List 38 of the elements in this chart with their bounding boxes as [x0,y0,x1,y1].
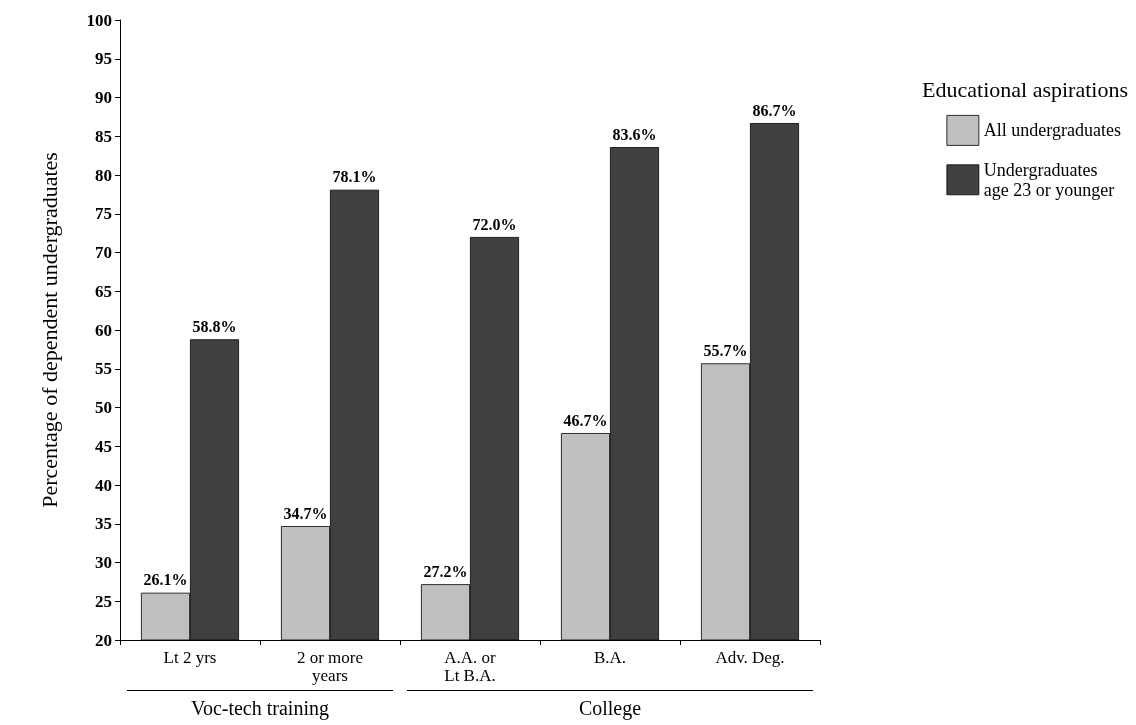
y-tick-label: 20 [95,630,112,650]
data-label: 86.7% [752,101,797,119]
data-label: 46.7% [563,411,608,429]
y-tick-label: 35 [95,514,112,534]
y-tick-label: 40 [95,475,112,495]
data-label: 55.7% [703,341,748,359]
y-tick-label: 55 [95,359,112,379]
data-label: 58.8% [192,317,237,335]
data-label: 72.0% [472,215,517,233]
x-tick-label: B.A. [593,647,627,667]
data-label: 34.7% [283,504,328,522]
legend-label: All undergraduates [983,120,1122,141]
y-tick-label: 75 [95,204,112,224]
y-tick-label: 95 [95,49,112,69]
y-tick-label: 65 [95,281,112,301]
y-tick-label: 60 [95,320,112,340]
y-tick-label: 25 [95,591,112,611]
data-label: 27.2% [423,562,468,580]
x-tick-label: 2 or more years [296,647,364,685]
y-axis-title: Percentage of dependent undergraduates [36,152,62,508]
data-label: 26.1% [143,571,188,589]
y-tick-label: 45 [95,436,112,456]
y-tick-label: 80 [95,165,112,185]
x-tick-label: A.A. or Lt B.A. [444,647,497,685]
y-tick-label: 90 [95,88,112,107]
y-tick-label: 30 [95,553,112,572]
text: College [577,697,643,720]
legend-label: Undergraduates age 23 or younger [983,159,1115,200]
y-tick-label: 50 [95,398,112,417]
x-tick-label: Adv. Deg. [715,647,785,667]
y-tick-label: 85 [95,126,112,146]
y-tick-label: 70 [95,243,112,262]
text: Voc-tech training [190,697,330,720]
data-label: 83.6% [612,125,657,143]
legend-title: Educational aspirations [922,76,1129,102]
y-tick-label: 100 [86,10,112,30]
x-tick-label: Lt 2 yrs [163,647,217,667]
data-label: 78.1% [332,168,377,186]
